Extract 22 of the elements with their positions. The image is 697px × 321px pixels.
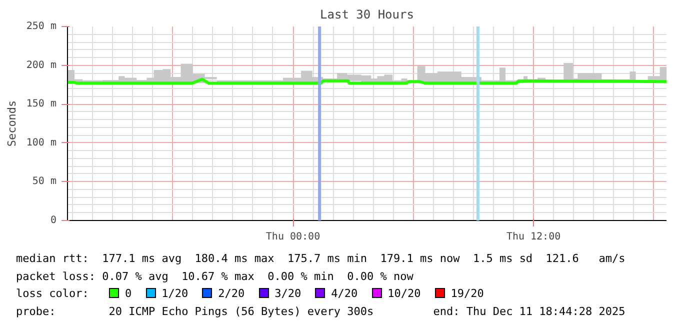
- legend-label: 3/20: [274, 287, 302, 300]
- text: end: Thu Dec 11 18:44:28 2025: [433, 304, 626, 320]
- x-tick-label: Thu 00:00: [266, 232, 320, 242]
- y-tick-label: 200 m: [26, 60, 57, 71]
- y-axis-title: Seconds: [5, 100, 18, 147]
- text: probe: 20 ICMP Echo Pings (56 Bytes) every 300s: [16, 304, 374, 318]
- y-tick-label: 150 m: [26, 98, 57, 110]
- legend-label: 1/20: [162, 287, 188, 300]
- text: packet loss: 0.07 % avg 10.67 % max 0.00 % min 0.00 % now: [16, 268, 414, 284]
- legend-label: 0: [125, 287, 132, 300]
- legend-label: 19/20: [450, 287, 484, 300]
- legend-label: 10/20: [388, 287, 421, 300]
- chart-title: Last 30 Hours: [320, 8, 414, 22]
- y-tick-label: 100 m: [26, 137, 57, 148]
- y-tick-label: 250 m: [26, 21, 57, 32]
- y-tick-label: 0: [50, 215, 57, 226]
- y-tick-label: 50 m: [32, 176, 57, 188]
- text: median rtt: 177.1 ms avg 180.4 ms max 175.7 ms min 179.1 ms now 1.5 ms sd 121.6 am/s: [16, 251, 626, 267]
- x-tick-label: Thu 12:00: [506, 232, 561, 242]
- legend-label: 4/20: [331, 287, 358, 300]
- legend-label: 2/20: [218, 287, 245, 300]
- legend-title: loss color:: [16, 286, 90, 302]
